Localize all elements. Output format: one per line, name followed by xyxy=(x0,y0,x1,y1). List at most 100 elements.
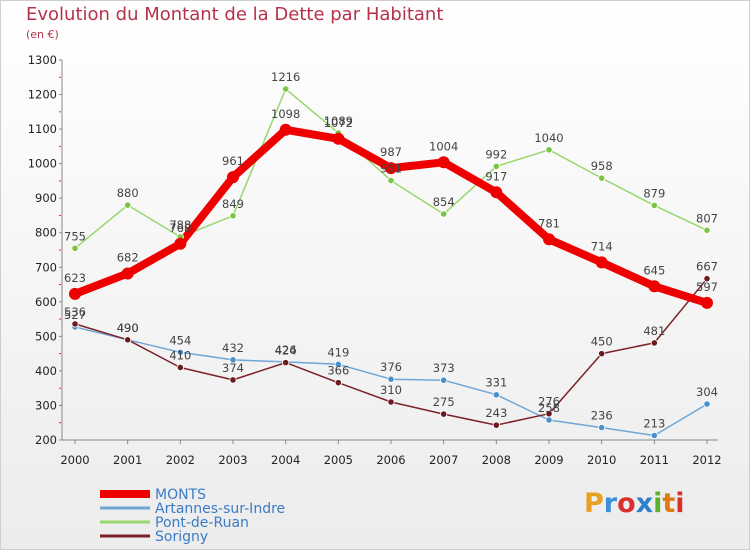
value-label-artannes-sur-indre: 258 xyxy=(538,401,560,415)
point-monts xyxy=(174,237,187,250)
value-label-artannes-sur-indre: 331 xyxy=(485,376,507,390)
value-label-pont-de-ruan: 951 xyxy=(380,162,402,176)
value-label-pont-de-ruan: 879 xyxy=(643,186,665,200)
data-labels: 527 490 454 432 426 419 376 373 331 258 236 213 304 5… xyxy=(64,70,718,430)
point-artannes-sur-indre xyxy=(598,423,606,432)
point-pont-de-ruan xyxy=(71,244,79,252)
value-label-artannes-sur-indre: 527 xyxy=(64,308,86,322)
point-sorigny xyxy=(176,363,184,372)
value-label-pont-de-ruan: 807 xyxy=(696,211,718,225)
logo-letter: P xyxy=(584,488,604,519)
point-artannes-sur-indre xyxy=(334,360,342,368)
point-monts xyxy=(595,256,608,269)
value-label-sorigny: 374 xyxy=(222,361,244,375)
value-label-artannes-sur-indre: 376 xyxy=(380,360,402,374)
value-label-artannes-sur-indre: 419 xyxy=(327,345,349,359)
value-label-artannes-sur-indre: 490 xyxy=(117,321,139,335)
point-pont-de-ruan xyxy=(492,162,500,170)
point-pont-de-ruan xyxy=(387,176,395,185)
proxiti-logo: Proxiti xyxy=(584,488,685,519)
point-artannes-sur-indre xyxy=(440,376,448,384)
point-sorigny xyxy=(545,410,553,418)
point-sorigny xyxy=(334,379,342,387)
value-label-sorigny: 275 xyxy=(433,395,455,409)
y-tick-label: 1300 xyxy=(28,53,57,67)
point-monts xyxy=(121,267,134,280)
point-monts xyxy=(543,233,555,246)
x-tick-label: 2009 xyxy=(534,453,563,467)
y-tick-label: 800 xyxy=(35,226,57,240)
point-sorigny xyxy=(229,376,237,384)
x-tick-label: 2010 xyxy=(587,453,616,467)
value-label-monts: 645 xyxy=(643,263,665,277)
value-label-artannes-sur-indre: 426 xyxy=(275,343,297,357)
point-artannes-sur-indre xyxy=(492,391,500,399)
value-label-sorigny: 667 xyxy=(696,260,718,274)
y-tick-label: 300 xyxy=(35,398,57,412)
x-tick-label: 2007 xyxy=(429,453,458,467)
value-label-pont-de-ruan: 788 xyxy=(169,218,191,232)
point-pont-de-ruan xyxy=(229,212,237,220)
y-tick-label: 900 xyxy=(35,191,57,205)
y-tick-label: 1200 xyxy=(28,88,57,102)
value-label-monts: 1004 xyxy=(429,139,458,153)
value-label-artannes-sur-indre: 304 xyxy=(696,385,718,399)
x-tick-label: 2012 xyxy=(692,453,721,467)
logo-letter: o xyxy=(617,488,636,519)
legend-label-monts: MONTS xyxy=(155,487,206,503)
point-monts xyxy=(648,280,661,293)
legend-label-sorigny: Sorigny xyxy=(155,529,208,545)
logo-letter: i xyxy=(653,488,663,519)
point-monts xyxy=(279,123,292,136)
point-artannes-sur-indre xyxy=(703,400,711,408)
value-label-monts: 597 xyxy=(696,280,718,294)
value-label-sorigny: 450 xyxy=(591,335,613,349)
value-label-monts: 623 xyxy=(64,271,86,285)
point-monts xyxy=(69,287,81,300)
value-label-sorigny: 276 xyxy=(538,395,560,409)
value-label-sorigny: 536 xyxy=(64,305,86,319)
value-label-sorigny: 410 xyxy=(169,348,191,362)
point-artannes-sur-indre xyxy=(545,416,553,424)
point-monts xyxy=(701,296,713,309)
value-label-monts: 714 xyxy=(591,239,613,253)
axes: 200 300 400 500 600 700 800 900 1000 1100 1200 1300… xyxy=(28,53,722,467)
point-sorigny xyxy=(440,410,448,418)
value-label-sorigny: 481 xyxy=(643,324,665,338)
point-pont-de-ruan xyxy=(650,201,658,210)
value-label-sorigny: 366 xyxy=(327,364,349,378)
value-label-monts: 781 xyxy=(538,216,560,230)
value-label-artannes-sur-indre: 432 xyxy=(222,341,244,355)
x-tick-label: 2001 xyxy=(113,453,142,467)
logo-letter: t xyxy=(662,488,676,519)
value-label-artannes-sur-indre: 373 xyxy=(433,361,455,375)
point-sorigny xyxy=(124,336,132,344)
value-label-monts: 682 xyxy=(117,250,139,264)
point-sorigny xyxy=(650,339,658,347)
y-tick-label: 200 xyxy=(35,433,57,447)
point-sorigny xyxy=(282,359,290,367)
value-label-pont-de-ruan: 1089 xyxy=(324,114,353,128)
x-tick-label: 2006 xyxy=(376,453,405,467)
value-label-monts: 987 xyxy=(380,145,402,159)
y-tick-label: 400 xyxy=(35,364,57,378)
y-tick-label: 1000 xyxy=(28,157,57,171)
point-sorigny xyxy=(598,350,606,358)
point-monts xyxy=(385,162,397,175)
x-tick-label: 2011 xyxy=(640,453,669,467)
x-tick-label: 2002 xyxy=(166,453,195,467)
point-pont-de-ruan xyxy=(703,226,711,234)
x-tick-label: 2005 xyxy=(324,453,353,467)
point-pont-de-ruan xyxy=(545,146,553,154)
point-monts xyxy=(437,156,450,169)
x-tick-label: 2008 xyxy=(482,453,511,467)
point-sorigny xyxy=(387,398,395,406)
value-label-pont-de-ruan: 992 xyxy=(485,147,507,161)
value-label-pont-de-ruan: 1216 xyxy=(271,70,300,84)
legend: MONTSArtannes-sur-IndrePont-de-RuanSorig… xyxy=(100,487,285,545)
point-monts xyxy=(227,171,239,184)
value-label-sorigny: 243 xyxy=(485,406,507,420)
value-label-pont-de-ruan: 880 xyxy=(117,186,139,200)
point-sorigny xyxy=(703,275,711,283)
